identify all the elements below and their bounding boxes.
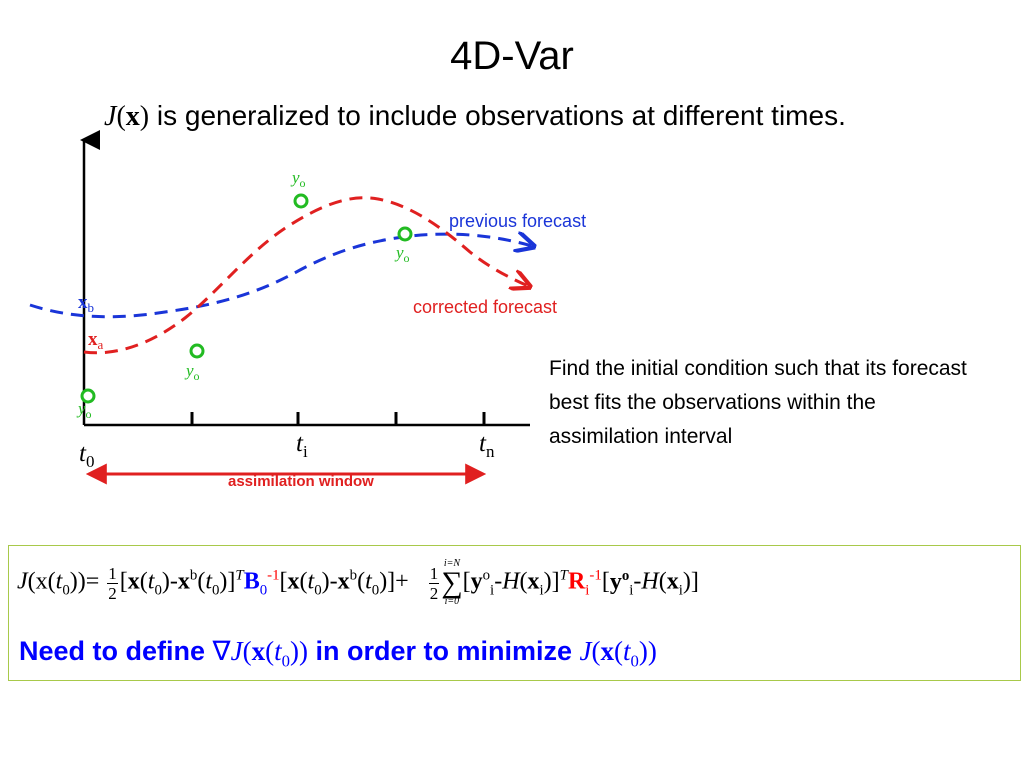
summation-sign: i=N ∑ i=0 [441, 558, 463, 607]
observation-marker [80, 388, 96, 404]
assimilation-window-label: assimilation window [228, 473, 374, 490]
r-matrix: R [567, 568, 586, 595]
observation-marker [189, 343, 205, 359]
tn-label: tn [479, 430, 495, 461]
slide-subtitle: J(x) is generalized to include observati… [104, 100, 846, 132]
b-matrix: B [243, 568, 260, 595]
x-b-label: xb [78, 292, 94, 315]
4dvar-diagram: yo yo yo yo xb xa previous forecast corr… [29, 130, 586, 490]
t0-label: t0 [79, 440, 94, 471]
y-o-label: yo [290, 168, 306, 190]
observation-marker [293, 193, 309, 209]
x-a-label: xa [88, 329, 104, 352]
explanation-note: Find the initial condition such that its… [549, 357, 967, 448]
previous-forecast-label: previous forecast [449, 211, 586, 231]
subtitle-x: x [125, 101, 140, 132]
previous-forecast-curve [29, 234, 532, 319]
y-o-label: yo [184, 361, 200, 383]
corrected-forecast-label: corrected forecast [413, 297, 557, 317]
subtitle-J: J [104, 101, 117, 132]
equation-box [8, 545, 1021, 681]
subtitle-text: is generalized to include observations a… [149, 100, 846, 131]
corrected-forecast-curve [83, 196, 528, 355]
ti-label: ti [296, 430, 308, 461]
slide-title: 4D-Var [450, 34, 574, 78]
gradient-requirement-line: Need to define ∇J(x(t0)) in order to min… [19, 636, 657, 671]
observation-marker [397, 226, 413, 242]
nabla-symbol: ∇ [212, 636, 231, 666]
y-o-label: yo [76, 399, 92, 421]
y-o-label: yo [394, 243, 410, 265]
cost-function-equation: J(x(t0))= 1 2 [x(t0)-xb(t0)]TB0-1[x(t0)-xb… [17, 558, 699, 607]
